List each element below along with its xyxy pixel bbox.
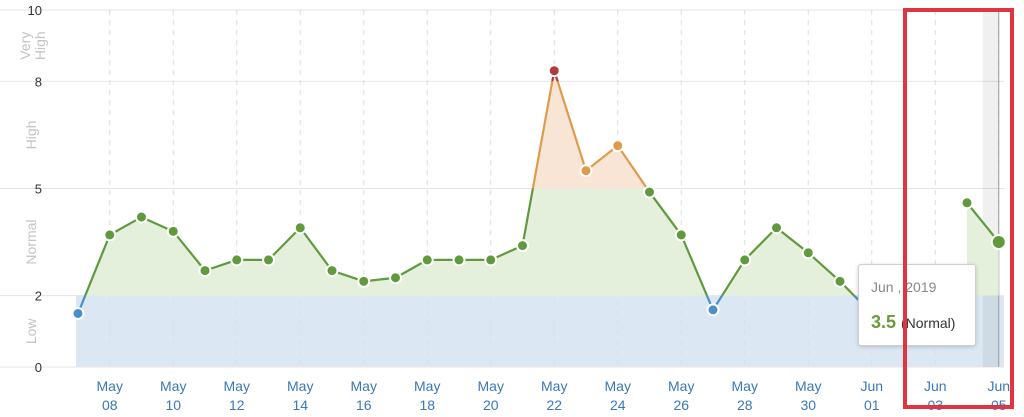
data-point[interactable] (801, 246, 815, 260)
x-tick-day: 28 (737, 397, 753, 413)
data-point[interactable] (325, 264, 339, 278)
data-point[interactable] (738, 253, 752, 267)
x-tick-day: 03 (927, 397, 943, 413)
zone-label-text: Very (17, 32, 33, 60)
x-tick-month: Jun (860, 378, 883, 394)
x-tick-month: May (97, 378, 123, 394)
x-tick-month: May (668, 378, 694, 394)
tooltip-date: Jun , 2019 (871, 279, 937, 295)
hover-column (982, 10, 999, 367)
x-tick-day: 01 (864, 397, 880, 413)
x-tick-month: May (795, 378, 821, 394)
tooltip-value: 3.5 (871, 312, 897, 332)
zone-label-text: Low (23, 318, 39, 345)
zone-label: High (23, 121, 39, 150)
data-point[interactable] (674, 228, 688, 242)
x-tick-month: Jun (987, 378, 1010, 394)
area-fill-normal (85, 188, 855, 296)
x-tick-day: 24 (610, 397, 626, 413)
data-point[interactable] (103, 228, 117, 242)
x-tick-day: 22 (546, 397, 562, 413)
x-tick-month: May (732, 378, 758, 394)
x-tick-day: 05 (991, 397, 1007, 413)
tooltip-category: (Normal) (901, 315, 956, 331)
data-point[interactable] (293, 221, 307, 235)
data-point[interactable] (579, 164, 593, 178)
data-point[interactable] (135, 210, 148, 224)
hover-tooltip: Jun , 2019 3.5 (Normal) (858, 264, 976, 346)
x-axis-ticks: May 08 May 10 May 12 May 14 May 16 May 18 May 20 May 22… (97, 378, 1011, 413)
data-point[interactable] (166, 224, 180, 238)
x-tick-day: 26 (673, 397, 689, 413)
y-tick-label: 8 (35, 74, 42, 89)
data-point[interactable] (960, 196, 974, 210)
series-line-normal (966, 202, 1000, 243)
x-tick-day: 30 (800, 397, 816, 413)
data-point[interactable] (990, 234, 1007, 251)
x-tick-day: 14 (292, 397, 308, 413)
data-point[interactable] (833, 274, 847, 288)
x-tick-month: May (160, 378, 186, 394)
zone-band-low (76, 295, 1004, 367)
y-tick-label: 2 (35, 289, 42, 304)
data-point[interactable] (71, 306, 85, 320)
data-point[interactable] (357, 274, 371, 288)
data-point[interactable] (262, 253, 275, 267)
x-tick-day: 08 (102, 397, 118, 413)
data-point[interactable] (420, 253, 434, 267)
data-point[interactable] (198, 264, 212, 278)
x-tick-day: 16 (356, 397, 372, 413)
zone-bands (76, 295, 1004, 367)
y-tick-label: 0 (35, 360, 42, 375)
x-tick-month: May (478, 378, 504, 394)
x-tick-month: May (605, 378, 631, 394)
data-point[interactable] (516, 239, 529, 253)
y-axis-ticks: 0 2 5 8 10 (28, 3, 42, 375)
x-tick-day: 10 (165, 397, 181, 413)
data-point[interactable] (484, 253, 498, 267)
zone-label-text: High (32, 31, 48, 60)
data-point[interactable] (770, 221, 783, 235)
x-tick-day: 20 (483, 397, 499, 413)
x-tick-day: 12 (229, 397, 245, 413)
data-point[interactable] (706, 303, 720, 317)
zone-label-text: Normal (23, 219, 39, 264)
x-tick-month: Jun (924, 378, 947, 394)
data-point[interactable] (611, 139, 625, 153)
zone-label: Normal (23, 219, 39, 264)
x-tick-day: 18 (419, 397, 435, 413)
x-tick-month: May (351, 378, 377, 394)
x-tick-month: May (224, 378, 250, 394)
x-tick-month: May (414, 378, 440, 394)
area-fill-high (532, 81, 648, 189)
zone-label-text: High (23, 121, 39, 150)
x-tick-month: May (287, 378, 313, 394)
y-tick-label: 10 (28, 3, 42, 18)
data-point[interactable] (643, 185, 656, 199)
data-point[interactable] (230, 253, 244, 267)
zone-label: Very High (17, 31, 48, 60)
zone-label: Low (23, 318, 39, 345)
data-point[interactable] (452, 253, 466, 267)
x-tick-month: May (541, 378, 567, 394)
data-point[interactable] (547, 64, 561, 78)
y-tick-label: 5 (35, 182, 42, 197)
data-point[interactable] (389, 271, 402, 285)
